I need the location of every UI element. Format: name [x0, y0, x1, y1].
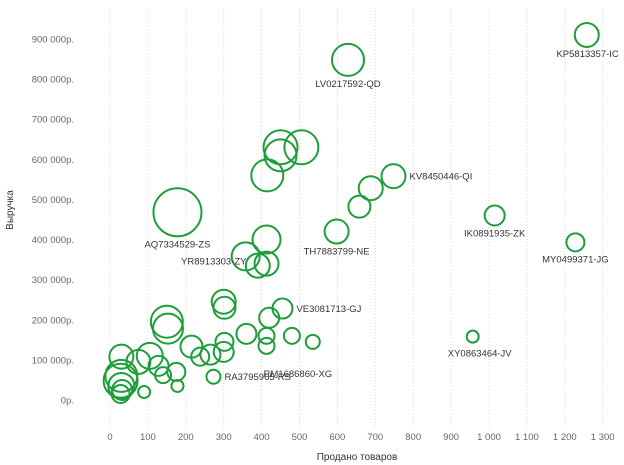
y-tick-label: 600 000р.	[32, 155, 74, 166]
point-label: IK0891935-ZK	[464, 228, 526, 239]
x-tick-label: 200	[178, 432, 194, 443]
data-point	[190, 346, 211, 367]
point-label: VE3081713-GJ	[296, 304, 361, 315]
data-point	[212, 340, 235, 363]
y-tick-label: 500 000р.	[32, 195, 74, 206]
data-point	[271, 297, 294, 320]
data-point	[283, 129, 320, 166]
data-point	[357, 175, 384, 202]
y-tick-label: 900 000р.	[32, 35, 74, 46]
x-tick-label: 1 300	[591, 432, 615, 443]
x-axis-title: Продано товаров	[317, 452, 398, 463]
data-point	[152, 187, 203, 238]
y-tick-label: 100 000р.	[32, 355, 74, 366]
data-point	[565, 232, 586, 253]
point-label: TH7883799-NE	[304, 247, 370, 258]
data-point	[110, 383, 131, 404]
data-point	[210, 288, 237, 315]
data-point	[154, 366, 173, 385]
point-label: MY0499371-JG	[542, 254, 609, 265]
x-tick-label: 600	[329, 432, 345, 443]
data-point	[102, 362, 139, 399]
data-point	[323, 218, 350, 245]
point-label: LV0217592-QD	[315, 79, 380, 90]
x-tick-label: 0	[107, 432, 112, 443]
data-point	[304, 333, 321, 350]
data-point	[151, 312, 184, 345]
point-label: KP5813357-IC	[556, 49, 618, 60]
point-label: KV8450446-QI	[409, 172, 472, 183]
point-labels: KP5813357-IC LV0217592-QD KV8450446-QI IK08…	[144, 49, 618, 383]
data-point	[331, 42, 366, 77]
data-point	[573, 21, 600, 48]
y-tick-label: 800 000р.	[32, 75, 74, 86]
data-point	[205, 368, 222, 385]
data-point	[263, 138, 298, 173]
point-label: XY0863464-JV	[448, 349, 513, 360]
point-label: RA3795965-RS	[224, 372, 291, 383]
x-tick-label: 900	[443, 432, 459, 443]
y-axis-title: Выручка	[5, 190, 16, 230]
data-point	[108, 343, 135, 370]
point-label: RM1686860-XG	[264, 369, 333, 380]
data-point	[258, 306, 281, 329]
x-tick-label: 1 100	[515, 432, 539, 443]
data-point	[244, 252, 271, 279]
data-point	[251, 224, 282, 255]
data-point	[230, 241, 261, 272]
x-tick-label: 100	[140, 432, 156, 443]
grid-lines	[109, 8, 604, 427]
bubbles	[102, 21, 600, 404]
data-point	[257, 336, 276, 355]
data-point	[149, 304, 184, 339]
data-point	[250, 158, 285, 193]
data-point	[253, 250, 280, 277]
data-point	[199, 343, 222, 366]
x-tick-label: 500	[292, 432, 308, 443]
data-point	[347, 194, 372, 219]
data-point	[137, 384, 152, 399]
y-tick-label: 400 000р.	[32, 235, 74, 246]
data-point	[380, 163, 407, 190]
data-point	[483, 204, 506, 227]
x-tick-label: 1 000	[477, 432, 501, 443]
point-label: YR8913303-ZY	[181, 257, 247, 268]
data-point	[235, 322, 258, 345]
y-tick-label: 0р.	[61, 396, 74, 407]
x-axis-ticks: 0 100 200 300 400 500 600 700 800 900 1 000 1 100 1 …	[107, 432, 614, 443]
x-tick-label: 400	[254, 432, 270, 443]
data-point	[212, 295, 237, 320]
x-tick-label: 1 200	[553, 432, 577, 443]
y-axis-ticks: 0р. 100 000р. 200 000р. 300 000р. 400 000р. 5…	[32, 35, 74, 407]
data-point	[170, 378, 185, 393]
y-tick-label: 300 000р.	[32, 275, 74, 286]
data-point	[262, 129, 299, 166]
x-tick-label: 800	[405, 432, 421, 443]
data-point	[125, 348, 152, 375]
point-label: AQ7334529-ZS	[144, 239, 210, 250]
data-point	[465, 329, 480, 344]
y-tick-label: 200 000р.	[32, 315, 74, 326]
x-tick-label: 700	[367, 432, 383, 443]
data-point	[214, 331, 235, 352]
data-point	[282, 326, 301, 345]
x-tick-label: 300	[216, 432, 232, 443]
y-tick-label: 700 000р.	[32, 115, 74, 126]
data-point	[257, 326, 276, 345]
